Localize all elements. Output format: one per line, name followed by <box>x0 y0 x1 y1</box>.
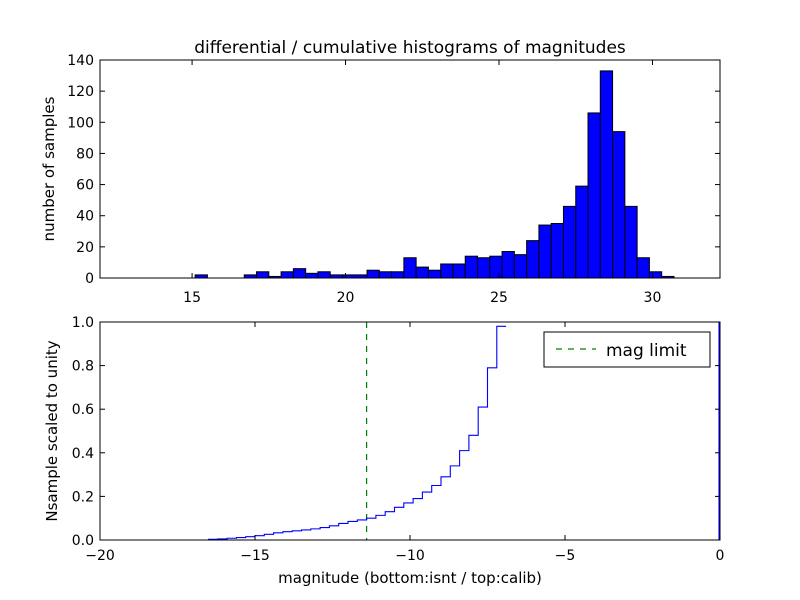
bottom-y-tick-label-4: 0.8 <box>72 359 94 375</box>
histogram-bar-28 <box>587 112 601 279</box>
top-y-tick-label-0: 0 <box>85 271 94 287</box>
bottom-y-axis-label: Nsample scaled to unity <box>43 340 61 521</box>
top-x-tick-label-3: 30 <box>644 290 662 306</box>
histogram-bar-27 <box>575 185 589 279</box>
top-y-tick-label-7: 140 <box>67 53 94 69</box>
bottom-axes-frame <box>99 321 721 541</box>
histogram-bar-13 <box>403 257 417 279</box>
histogram-bar-7 <box>317 271 331 279</box>
top-x-tick-label-2: 25 <box>490 290 508 306</box>
histogram-bar-6 <box>305 272 319 279</box>
bottom-axis-ticks: −20 −15 −10 −5 0 0.0 0.2 0.4 0.6 0.8 1.0 <box>72 315 725 564</box>
histogram-bar-23 <box>526 240 540 279</box>
bottom-y-tick-label-5: 1.0 <box>72 315 94 331</box>
histogram-bar-14 <box>415 266 429 279</box>
top-y-tick-label-4: 80 <box>76 146 94 162</box>
top-y-tick-label-2: 40 <box>76 209 94 225</box>
top-y-axis-label: number of samples <box>40 96 58 241</box>
legend-entry-mag-limit: mag limit <box>606 341 687 361</box>
legend: mag limit <box>543 331 711 368</box>
bottom-x-tick-label-4: 0 <box>716 548 725 564</box>
top-y-tick-label-5: 100 <box>67 115 94 131</box>
bottom-x-axis-label: magnitude (bottom:isnt / top:calib) <box>278 569 542 587</box>
histogram-bar-15 <box>427 269 442 279</box>
histogram-bar-20 <box>489 255 503 279</box>
bottom-x-tick-label-2: −10 <box>395 548 425 564</box>
histogram-bar-25 <box>550 223 564 279</box>
bottom-y-tick-label-2: 0.4 <box>72 446 94 462</box>
histogram-bar-21 <box>501 251 515 279</box>
top-x-tick-label-1: 20 <box>337 290 355 306</box>
histogram-bar-11 <box>378 271 393 279</box>
histogram-bar-4 <box>280 271 294 279</box>
cumulative-step-line <box>100 325 507 541</box>
histogram-bar-31 <box>624 205 638 279</box>
histogram-bar-29 <box>599 70 614 279</box>
histogram-bar-24 <box>538 224 552 279</box>
bottom-x-tick-label-3: −5 <box>555 548 576 564</box>
histogram-bar-26 <box>562 205 577 279</box>
histogram-bar-30 <box>612 131 626 279</box>
histogram-bar-33 <box>648 271 663 279</box>
bottom-cumulative-panel: −20 −15 −10 −5 0 0.0 0.2 0.4 0.6 0.8 1.0 Nsample s… <box>43 315 724 587</box>
bottom-x-tick-label-0: −20 <box>85 548 115 564</box>
histogram-bar-10 <box>366 269 380 279</box>
histogram-bar-12 <box>391 271 405 279</box>
top-y-tick-label-3: 60 <box>76 178 94 194</box>
top-x-tick-label-0: 15 <box>183 290 201 306</box>
bottom-y-tick-label-3: 0.6 <box>72 402 94 418</box>
histogram-bar-2 <box>256 271 270 279</box>
top-histogram-panel: differential / cumulative histograms of … <box>40 38 721 306</box>
histogram-bar-22 <box>513 254 528 279</box>
cumulative-series <box>100 322 720 541</box>
histogram-bar-5 <box>292 268 307 279</box>
bottom-x-tick-label-1: −15 <box>240 548 270 564</box>
histogram-bar-19 <box>477 257 491 279</box>
top-y-tick-label-1: 20 <box>76 240 94 256</box>
legend-box <box>543 331 711 368</box>
top-y-tick-label-6: 120 <box>67 84 94 100</box>
top-axes-frame <box>99 59 721 279</box>
histogram-bar-17 <box>452 263 466 279</box>
bottom-y-tick-label-1: 0.2 <box>72 489 94 505</box>
bottom-y-tick-label-0: 0.0 <box>72 533 94 549</box>
top-chart-title: differential / cumulative histograms of … <box>194 38 626 58</box>
histogram-bar-32 <box>636 257 650 279</box>
histogram-bar-18 <box>464 255 479 279</box>
histogram-bar-16 <box>440 263 454 279</box>
